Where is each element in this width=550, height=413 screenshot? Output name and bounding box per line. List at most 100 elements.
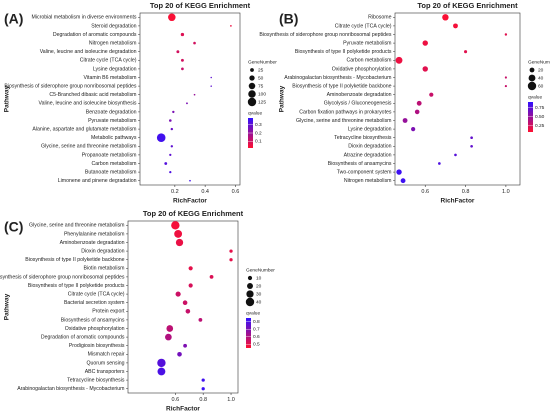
x-axis-label: RichFactor xyxy=(173,198,207,205)
y-tick-label: Pyruvate metabolism xyxy=(88,118,136,124)
dot xyxy=(156,133,166,142)
color-tick-label: 0.5 xyxy=(253,342,260,348)
dot xyxy=(429,92,434,97)
y-tick-label: Tetracycline biosynthesis xyxy=(67,377,125,383)
dot xyxy=(188,266,193,271)
y-tick-label: Nitrogen metabolism xyxy=(344,178,392,184)
size-legend-dot xyxy=(250,68,254,72)
plot-frame xyxy=(127,220,239,394)
x-tick-label: 0.6 xyxy=(232,189,240,195)
dot xyxy=(210,76,212,79)
dot xyxy=(470,136,473,140)
dot xyxy=(453,23,458,29)
dot xyxy=(201,378,205,382)
color-tick-label: 0.3 xyxy=(255,122,262,128)
dot xyxy=(165,333,172,341)
color-tick-label: 0.2 xyxy=(255,130,262,136)
chart-title: Top 20 of KEGG Enrichment xyxy=(417,1,518,10)
size-legend-dot xyxy=(246,290,254,298)
y-tick-label: Biosynthesis of type II polyketide produ… xyxy=(28,283,125,289)
dot xyxy=(181,67,184,71)
y-tick-label: Glycine, serine and threonine metabolism xyxy=(296,118,391,124)
dot xyxy=(169,153,172,157)
dot xyxy=(175,291,181,297)
dot xyxy=(209,275,214,279)
color-tick-label: 0.6 xyxy=(253,334,260,340)
color-tick-label: 0.8 xyxy=(253,319,260,325)
dot xyxy=(400,178,406,184)
dot xyxy=(442,14,449,21)
y-tick-label: Aminobenzoate degradation xyxy=(60,240,125,246)
size-legend-dot xyxy=(527,81,537,91)
panel: (C) Top 20 of KEGG Enrichment Pathway RichF… xyxy=(0,209,275,413)
y-tick-label: Mismatch repair xyxy=(88,352,125,358)
dot xyxy=(402,118,408,123)
size-legend-dot xyxy=(528,74,536,82)
size-legend-label: 40 xyxy=(256,299,262,305)
y-tick-label: Propanoate metabolism xyxy=(82,152,137,158)
color-bar xyxy=(528,102,533,132)
y-tick-label: Biosynthesis of ansamycins xyxy=(328,161,392,167)
dot xyxy=(171,221,180,230)
size-legend-label: 30 xyxy=(256,291,262,297)
y-tick-label: Dioxin degradation xyxy=(348,144,391,150)
y-tick-label: Carbon fixation pathways in prokaryotes xyxy=(299,109,392,115)
size-legend-dot xyxy=(248,82,256,90)
dot xyxy=(229,258,233,262)
y-tick-label: Limonene and pinene degradation xyxy=(58,178,137,184)
dot xyxy=(180,32,185,37)
size-legend-label: 50 xyxy=(258,75,264,81)
y-tick-label: Ribosome xyxy=(368,15,391,21)
dot xyxy=(396,169,402,175)
y-tick-label: Quorum sensing xyxy=(86,360,124,366)
y-tick-label: Arabinogalactan biosynthesis - Mycobacte… xyxy=(284,75,391,81)
y-tick-label: Biosynthesis of ansamycins xyxy=(61,317,125,323)
dot xyxy=(504,33,508,36)
y-tick-label: Microbial metabolism in diverse environm… xyxy=(32,15,137,21)
y-tick-label: Biosynthesis of siderophore group nonrib… xyxy=(4,83,136,89)
size-legend-dot xyxy=(245,297,255,307)
y-tick-label: Vitamin B6 metabolism xyxy=(84,75,137,81)
y-tick-label: Carbon metabolism xyxy=(347,58,392,64)
y-tick-label: ABC transporters xyxy=(85,369,125,375)
color-bar xyxy=(246,318,251,348)
color-legend-title: qvalue xyxy=(246,310,260,316)
y-tick-label: Butanoate metabolism xyxy=(85,169,137,175)
dot xyxy=(414,109,420,115)
x-tick-label: 0.2 xyxy=(171,189,179,195)
x-tick-label: 0.6 xyxy=(421,189,429,195)
dot xyxy=(170,127,174,131)
y-tick-label: Biosynthesis of type II polyketide backb… xyxy=(292,83,391,89)
dot xyxy=(201,387,205,391)
size-legend-dot xyxy=(248,90,256,98)
y-tick-label: Biosynthesis of type II polyketide backb… xyxy=(25,257,124,263)
dot xyxy=(193,93,196,96)
dot xyxy=(172,110,175,114)
y-tick-label: Pyruvate metabolism xyxy=(343,40,391,46)
x-tick-label: 0.4 xyxy=(201,189,209,195)
y-axis-label: Pathway xyxy=(4,293,11,320)
y-tick-label: Biotin metabolism xyxy=(84,266,125,272)
size-legend-dot xyxy=(247,283,253,289)
dot xyxy=(411,127,416,132)
y-tick-label: Valine, leucine and isoleucine biosynthe… xyxy=(39,101,137,107)
dot xyxy=(169,119,172,122)
size-legend-dot xyxy=(249,75,255,81)
y-tick-label: C5-Branched dibasic acid metabolism xyxy=(49,92,136,98)
dot xyxy=(229,249,233,253)
y-tick-label: Degradation of aromatic compounds xyxy=(53,32,137,38)
y-tick-label: Lysine degradation xyxy=(93,66,137,72)
y-tick-label: Arabinogalactan biosynthesis - Mycobacte… xyxy=(17,386,124,392)
y-tick-label: Bacterial secretion system xyxy=(64,300,125,306)
plot-frame xyxy=(394,12,521,186)
size-legend-label: 125 xyxy=(258,99,266,105)
y-tick-label: Oxidative phosphorylation xyxy=(332,66,392,72)
dot xyxy=(438,162,441,165)
y-tick-label: Citrate cycle (TCA cycle) xyxy=(335,23,392,29)
y-tick-label: Citrate cycle (TCA cycle) xyxy=(80,58,137,64)
y-tick-label: Glycine, serine and threonine metabolism xyxy=(29,223,124,229)
color-tick-label: 0.1 xyxy=(255,139,262,145)
panel: (A) Top 20 of KEGG Enrichment Pathway RichF… xyxy=(4,1,277,205)
dot xyxy=(174,229,183,238)
